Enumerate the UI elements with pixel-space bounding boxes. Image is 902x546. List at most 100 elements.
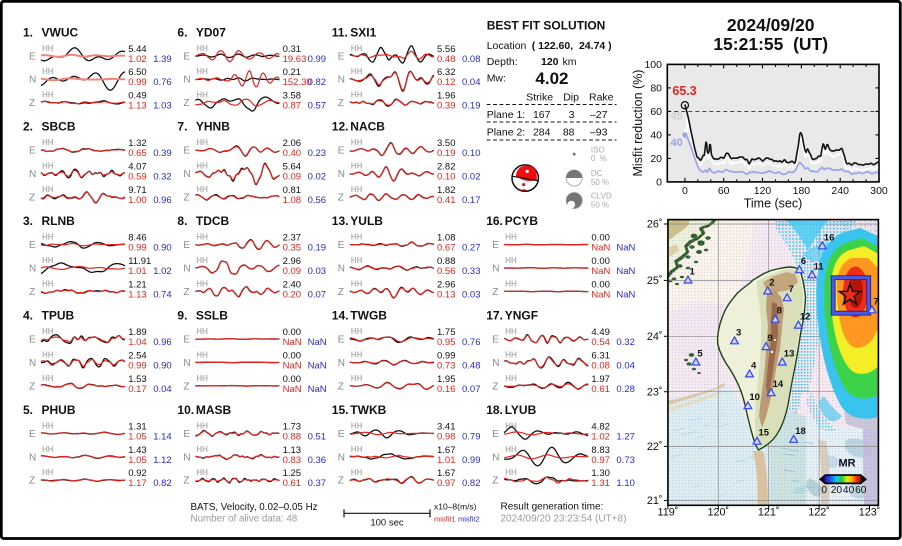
svg-text:MASB: MASB [196, 403, 232, 417]
svg-text:N: N [29, 358, 36, 369]
svg-text:4: 4 [751, 360, 757, 371]
svg-text:HH: HH [351, 185, 363, 194]
svg-text:N: N [338, 358, 345, 369]
svg-text:1.12: 1.12 [153, 455, 172, 466]
svg-text:Z: Z [183, 193, 189, 204]
svg-text:15: 15 [759, 428, 770, 439]
svg-text:0: 0 [656, 177, 662, 189]
svg-text:1.97: 1.97 [591, 374, 610, 385]
svg-text:Mw:: Mw: [487, 73, 506, 85]
svg-text:HH: HH [196, 445, 208, 454]
svg-text:HH: HH [42, 138, 54, 147]
svg-text:0.97: 0.97 [437, 478, 456, 489]
svg-text:0.65: 0.65 [128, 148, 147, 159]
svg-text:5.: 5. [23, 403, 33, 417]
svg-text:240: 240 [831, 185, 849, 197]
svg-text:Z: Z [492, 381, 498, 392]
svg-text:ISO: ISO [591, 145, 605, 154]
svg-text:0.07: 0.07 [308, 289, 327, 300]
svg-text:6.32: 6.32 [437, 67, 456, 78]
svg-text:0.54: 0.54 [591, 337, 610, 348]
svg-text:0.08: 0.08 [462, 54, 481, 65]
svg-text:1.25: 1.25 [283, 468, 302, 479]
svg-text:5.56: 5.56 [437, 44, 456, 55]
svg-text:0.82: 0.82 [462, 478, 481, 489]
svg-text:80: 80 [650, 83, 662, 95]
svg-text:120: 120 [754, 185, 772, 197]
svg-text:HH: HH [42, 468, 54, 477]
svg-text:Strike: Strike [526, 92, 553, 104]
svg-text:1.67: 1.67 [437, 468, 456, 479]
svg-text:2.96: 2.96 [437, 279, 456, 290]
svg-text:YULB: YULB [350, 214, 383, 228]
svg-text:HH: HH [351, 162, 363, 171]
svg-text:YHNB: YHNB [196, 120, 230, 134]
svg-text:2.82: 2.82 [437, 162, 456, 173]
svg-text:8.83: 8.83 [591, 445, 610, 456]
svg-text:0.92: 0.92 [128, 468, 147, 479]
svg-text:9: 9 [768, 333, 773, 344]
svg-text:0.10: 0.10 [437, 172, 456, 183]
svg-text:7: 7 [873, 296, 878, 307]
svg-text:Location: Location [487, 40, 527, 52]
svg-text:0.35: 0.35 [283, 243, 302, 254]
svg-text:60: 60 [855, 485, 867, 496]
svg-text:PHUB: PHUB [42, 403, 76, 417]
svg-text:HH: HH [42, 374, 54, 383]
svg-text:18: 18 [795, 426, 806, 437]
svg-text:HH: HH [505, 233, 517, 242]
svg-text:13.: 13. [332, 214, 349, 228]
svg-text:0.03: 0.03 [308, 266, 327, 277]
svg-text:–27: –27 [590, 109, 608, 121]
svg-text:0.79: 0.79 [462, 431, 481, 442]
svg-text:HH: HH [196, 374, 208, 383]
svg-text:DC: DC [591, 169, 603, 178]
svg-text:0.00: 0.00 [591, 256, 610, 267]
svg-text:0.04: 0.04 [153, 384, 172, 395]
svg-text:HH: HH [42, 421, 54, 430]
svg-text:HH: HH [196, 138, 208, 147]
svg-text:NaN: NaN [308, 337, 327, 348]
svg-text:22˚: 22˚ [647, 441, 663, 453]
svg-text:LYUB: LYUB [505, 403, 537, 417]
svg-text:152.30: 152.30 [283, 77, 312, 88]
svg-text:Z: Z [338, 287, 344, 298]
svg-text:E: E [492, 429, 499, 440]
svg-text:HH: HH [351, 67, 363, 76]
svg-text:0.48: 0.48 [462, 360, 481, 371]
svg-text:HH: HH [351, 91, 363, 100]
svg-text:100 sec: 100 sec [370, 518, 404, 529]
svg-text:6.: 6. [177, 25, 187, 39]
svg-text:15:21:55 (UT): 15:21:55 (UT) [713, 34, 828, 54]
svg-text:1.10: 1.10 [616, 478, 635, 489]
svg-text:HH: HH [196, 44, 208, 53]
svg-text:40: 40 [650, 130, 662, 142]
svg-text:NaN: NaN [283, 360, 302, 371]
svg-text:0.87: 0.87 [283, 101, 302, 112]
svg-text:0.19: 0.19 [437, 148, 456, 159]
svg-text:0.82: 0.82 [153, 478, 172, 489]
svg-text:PCYB: PCYB [505, 214, 539, 228]
svg-text:NaN: NaN [591, 243, 610, 254]
svg-text:HH: HH [505, 279, 517, 288]
svg-text:300: 300 [870, 185, 888, 197]
svg-text:5.44: 5.44 [128, 44, 147, 55]
svg-text:N: N [29, 75, 36, 86]
svg-text:6.50: 6.50 [128, 67, 147, 78]
svg-text:0.28: 0.28 [616, 384, 635, 395]
svg-text:0.39: 0.39 [153, 148, 172, 159]
svg-text:HH: HH [196, 233, 208, 242]
svg-text:0.96: 0.96 [153, 195, 172, 206]
svg-text:2.06: 2.06 [283, 138, 302, 149]
svg-text:Z: Z [183, 287, 189, 298]
svg-text:0.00: 0.00 [283, 327, 302, 338]
svg-text:BATS, Velocity, 0.02–0.05 Hz: BATS, Velocity, 0.02–0.05 Hz [191, 502, 318, 513]
svg-text:HH: HH [196, 279, 208, 288]
svg-text:0.76: 0.76 [153, 77, 172, 88]
svg-text:0.73: 0.73 [616, 455, 635, 466]
svg-text:0.00: 0.00 [591, 279, 610, 290]
svg-text:N: N [29, 264, 36, 275]
svg-text:0.83: 0.83 [283, 455, 302, 466]
svg-text:HH: HH [42, 256, 54, 265]
svg-text:NaN: NaN [283, 384, 302, 395]
